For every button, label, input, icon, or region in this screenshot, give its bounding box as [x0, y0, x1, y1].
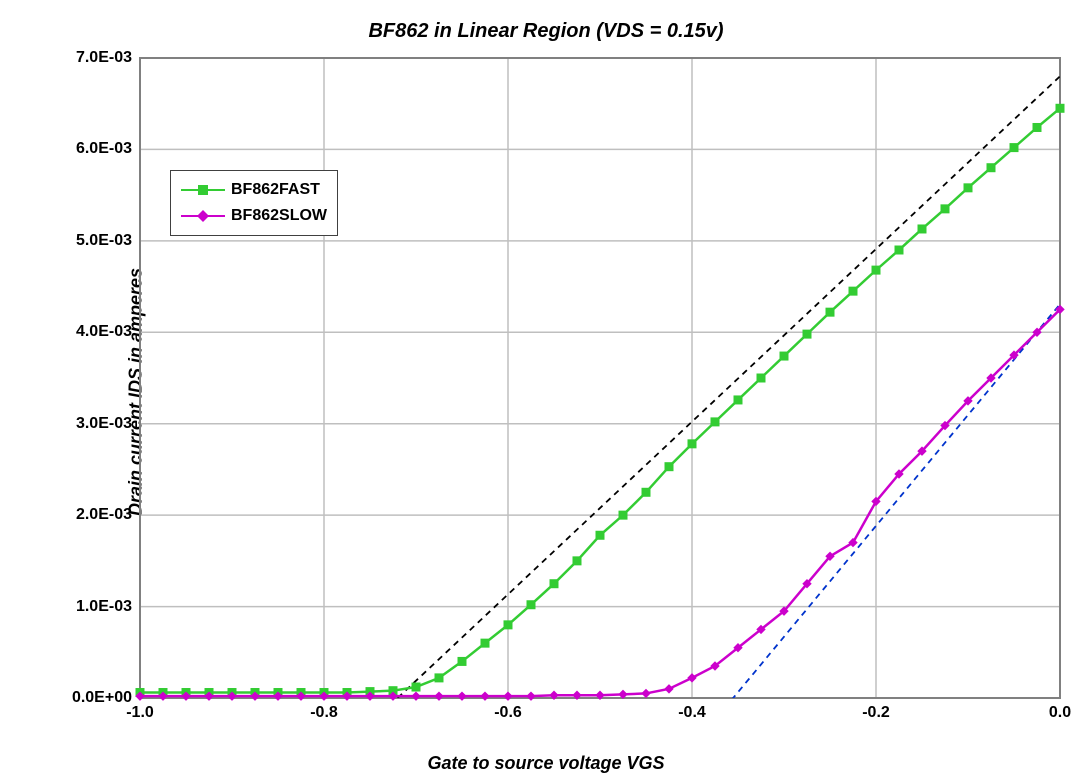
marker-square: [458, 657, 466, 665]
plot-svg: [140, 58, 1060, 698]
marker-square: [1033, 123, 1041, 131]
y-tick-label: 6.0E-03: [76, 140, 140, 158]
marker-square: [481, 639, 489, 647]
marker-square: [918, 225, 926, 233]
chart-container: BF862 in Linear Region (VDS = 0.15v) Dra…: [0, 0, 1092, 784]
marker-square: [780, 352, 788, 360]
marker-square: [803, 330, 811, 338]
y-tick-label: 1.0E-03: [76, 598, 140, 616]
marker-square: [711, 418, 719, 426]
x-tick-label: -0.2: [862, 698, 890, 722]
marker-square: [435, 674, 443, 682]
marker-square: [412, 683, 420, 691]
marker-square: [688, 440, 696, 448]
marker-square: [573, 557, 581, 565]
legend: BF862FAST BF862SLOW: [170, 170, 338, 236]
fast-trend: [398, 76, 1060, 698]
marker-square: [1010, 144, 1018, 152]
x-tick-label: -0.8: [310, 698, 338, 722]
legend-item: BF862SLOW: [181, 203, 327, 229]
marker-square: [619, 511, 627, 519]
legend-swatch: [181, 209, 225, 223]
marker-square: [849, 287, 857, 295]
marker-square: [872, 266, 880, 274]
marker-square: [987, 164, 995, 172]
marker-square: [941, 205, 949, 213]
x-tick-label: -0.4: [678, 698, 706, 722]
series-line-BF862SLOW: [140, 309, 1060, 696]
x-axis-label: Gate to source voltage VGS: [0, 753, 1092, 774]
marker-square: [1056, 104, 1064, 112]
y-tick-label: 0.0E+00: [72, 689, 140, 707]
legend-label: BF862SLOW: [231, 207, 327, 225]
marker-square: [734, 396, 742, 404]
y-tick-label: 2.0E-03: [76, 506, 140, 524]
x-tick-label: -0.6: [494, 698, 522, 722]
chart-title: BF862 in Linear Region (VDS = 0.15v): [0, 20, 1092, 43]
plot-area: -1.0-0.8-0.6-0.4-0.20.00.0E+001.0E-032.0…: [140, 58, 1060, 698]
legend-swatch: [181, 183, 225, 197]
slow-trend: [710, 282, 1078, 725]
marker-square: [964, 184, 972, 192]
marker-square: [826, 308, 834, 316]
marker-square: [757, 374, 765, 382]
legend-item: BF862FAST: [181, 177, 327, 203]
marker-square: [642, 488, 650, 496]
marker-square: [665, 463, 673, 471]
marker-diamond: [665, 685, 673, 693]
x-tick-label: 0.0: [1049, 698, 1071, 722]
legend-label: BF862FAST: [231, 181, 320, 199]
y-tick-label: 7.0E-03: [76, 49, 140, 67]
marker-square: [527, 601, 535, 609]
marker-square: [504, 621, 512, 629]
y-tick-label: 3.0E-03: [76, 415, 140, 433]
marker-square: [895, 246, 903, 254]
marker-square: [550, 580, 558, 588]
y-tick-label: 5.0E-03: [76, 232, 140, 250]
marker-diamond: [642, 689, 650, 697]
y-tick-label: 4.0E-03: [76, 323, 140, 341]
marker-square: [596, 531, 604, 539]
